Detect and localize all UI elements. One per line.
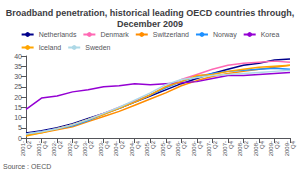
svg-text:Source : OECD: Source : OECD [3,163,51,170]
svg-text:Iceland: Iceland [39,44,62,51]
svg-text:Q2: Q2 [181,140,187,149]
svg-text:Q2: Q2 [243,140,249,149]
svg-text:Q2: Q2 [88,140,94,149]
svg-text:40: 40 [14,53,22,60]
svg-text:Q2: Q2 [57,140,63,149]
svg-text:Q4: Q4 [259,140,265,149]
svg-text:Q2: Q2 [212,140,218,149]
svg-text:Q4: Q4 [197,140,203,149]
svg-text:2009-: 2009- [284,141,290,157]
svg-text:Q4: Q4 [73,140,79,149]
svg-text:2008-: 2008- [252,141,259,157]
svg-text:2008-: 2008- [237,141,244,157]
svg-text:Q2: Q2 [26,140,32,149]
svg-text:2001-: 2001- [20,141,26,157]
svg-text:Q4: Q4 [290,140,296,149]
svg-text:Q2: Q2 [119,140,125,149]
svg-text:Q2: Q2 [150,140,156,149]
svg-text:2006-: 2006- [175,141,182,157]
svg-text:10: 10 [14,114,22,121]
svg-text:2009-: 2009- [268,141,275,157]
svg-text:5: 5 [18,124,22,131]
svg-text:30: 30 [14,73,22,80]
svg-text:15: 15 [14,104,22,111]
svg-text:2003-: 2003- [97,141,104,157]
svg-text:2002-: 2002- [66,141,73,157]
svg-text:25: 25 [14,83,22,90]
svg-text:2007-: 2007- [206,141,213,157]
svg-text:2007-: 2007- [221,141,228,157]
svg-text:20: 20 [14,94,22,101]
svg-text:Q4: Q4 [228,140,234,149]
svg-text:Q4: Q4 [42,140,48,149]
svg-text:2004-: 2004- [113,141,120,157]
svg-text:2005-: 2005- [144,141,151,157]
svg-text:Denmark: Denmark [100,31,129,38]
svg-text:Korea: Korea [261,31,280,38]
svg-text:2006-: 2006- [190,141,197,157]
svg-text:0: 0 [18,135,22,142]
svg-text:Q4: Q4 [135,140,141,149]
svg-text:Netherlands: Netherlands [39,31,77,38]
svg-text:Q2: Q2 [274,140,280,149]
svg-text:Switzerland: Switzerland [153,31,189,38]
svg-text:Sweden: Sweden [85,44,110,51]
svg-text:2002-: 2002- [51,141,58,157]
svg-text:2004-: 2004- [128,141,135,157]
svg-text:35: 35 [14,63,22,70]
svg-text:Broadband penetration, histori: Broadband penetration, historical leadin… [6,8,295,18]
svg-text:2003-: 2003- [82,141,89,157]
svg-text:Norway: Norway [213,31,237,39]
svg-text:Q4: Q4 [104,140,110,149]
svg-text:2001-: 2001- [35,141,42,157]
svg-text:2005-: 2005- [159,141,166,157]
svg-text:December 2009: December 2009 [117,19,183,29]
svg-text:Q4: Q4 [166,140,172,149]
